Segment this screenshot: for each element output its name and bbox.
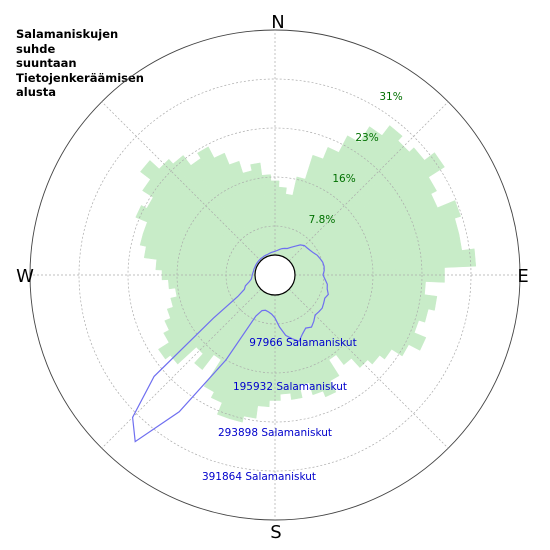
grid-ring [127, 127, 423, 423]
compass-west-label: W [16, 266, 34, 287]
compass-north-label: N [271, 12, 284, 33]
grid-layer [29, 29, 521, 521]
radial-label-percent-2: 16% [332, 173, 355, 185]
grid-spoke [274, 274, 449, 449]
chart-title: Salamaniskujen suhde suuntaan Tietojenke… [16, 27, 144, 99]
radial-label-percent-4: 31% [379, 91, 402, 103]
line-layer [131, 244, 329, 443]
compass-east-label: E [517, 266, 528, 287]
grid-spoke [274, 101, 449, 276]
grid-spoke [101, 274, 276, 449]
center-hole [254, 254, 296, 296]
compass-south-label: S [270, 522, 281, 543]
radial-label-percent-1: 7.8% [309, 214, 336, 226]
bars-layer [135, 125, 477, 423]
radial-label-count-4: 391864 Salamaniskut [202, 471, 316, 483]
radial-label-percent-3: 23% [355, 132, 378, 144]
bar-wedge [261, 174, 276, 276]
radial-label-count-3: 293898 Salamaniskut [218, 427, 332, 439]
series-line-strikes [131, 244, 329, 443]
radial-label-count-2: 195932 Salamaniskut [233, 381, 347, 393]
radial-label-count-1: 97966 Salamaniskut [249, 337, 356, 349]
grid-spoke [101, 101, 276, 276]
